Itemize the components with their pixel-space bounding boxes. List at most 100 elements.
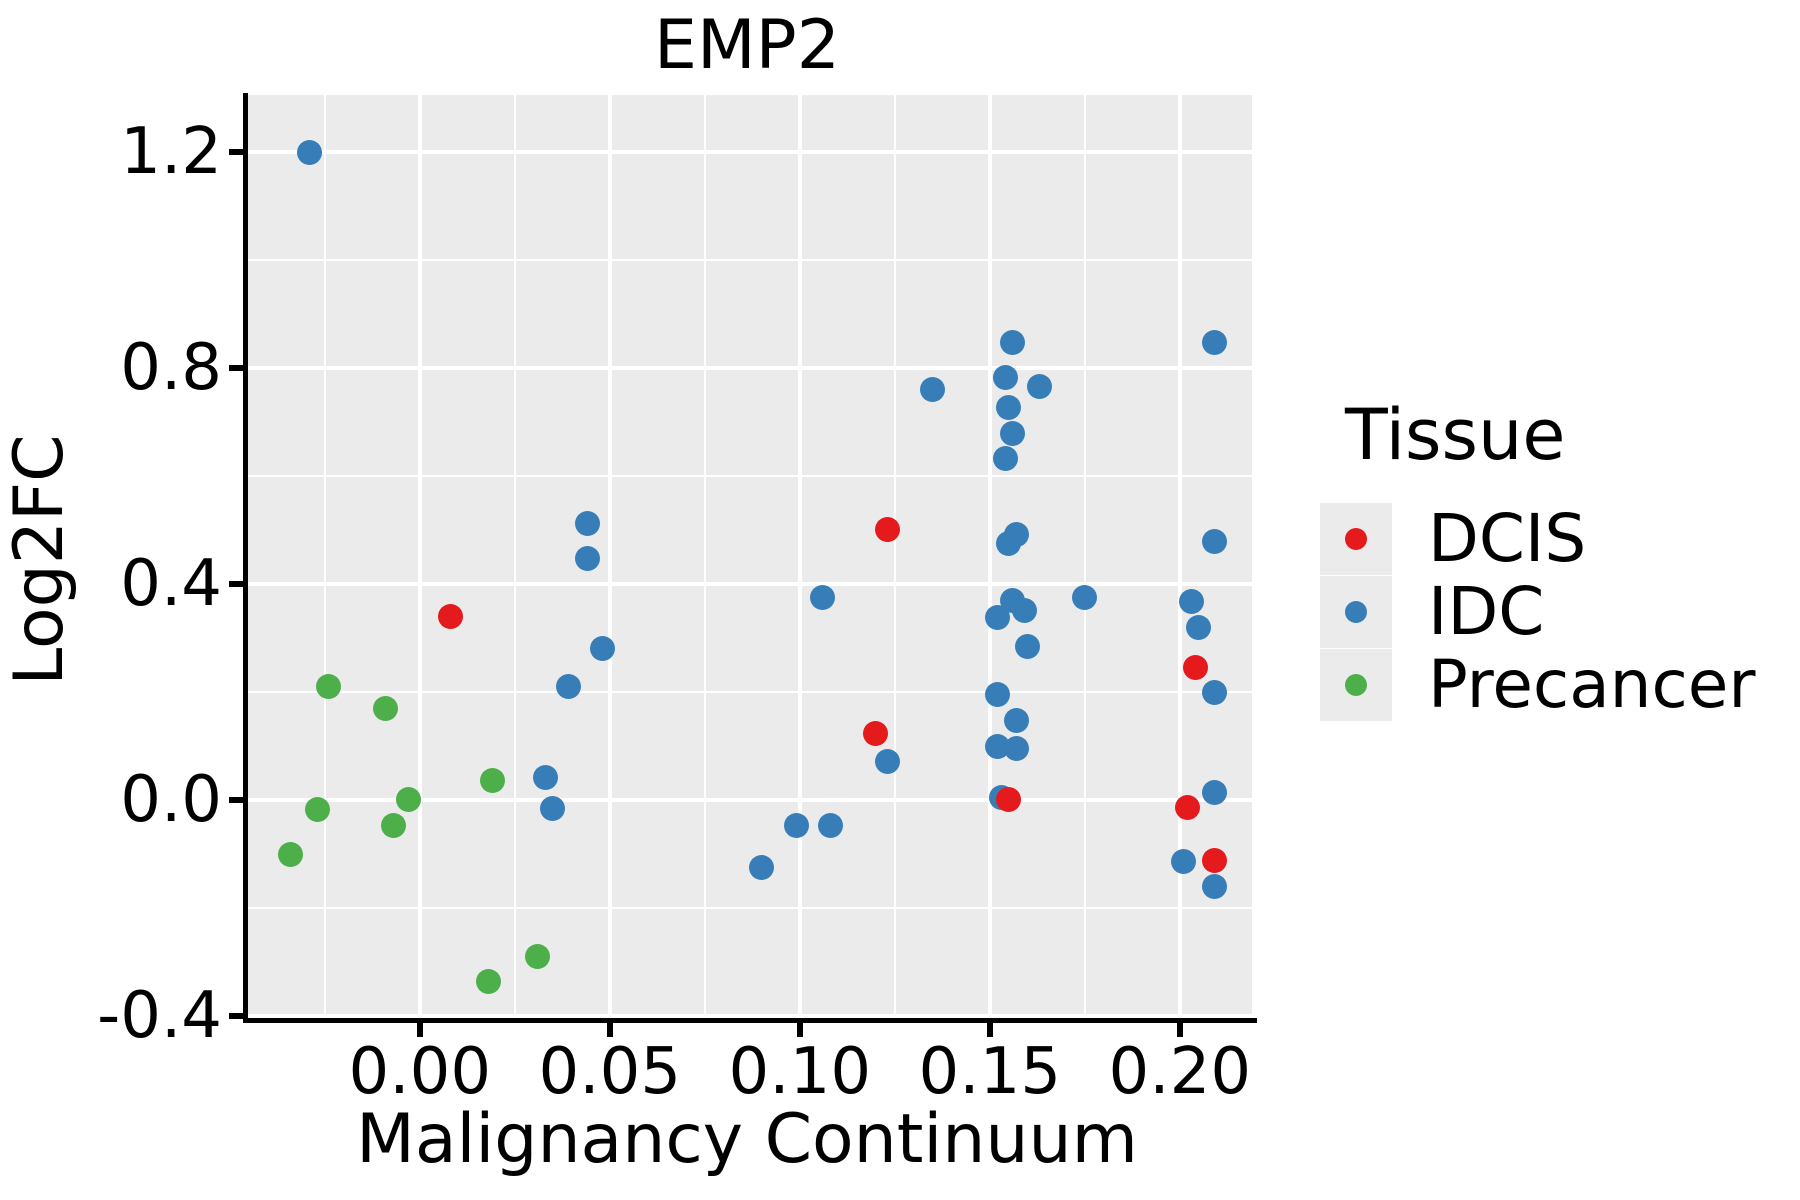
idc-marker-icon	[1345, 601, 1367, 623]
precancer-marker-icon	[1345, 674, 1367, 696]
data-point	[783, 813, 809, 839]
plot-panel	[245, 95, 1252, 1020]
data-point	[479, 768, 505, 794]
data-point	[984, 682, 1010, 708]
gridline-major	[245, 150, 1252, 155]
gridline-minor	[245, 691, 1252, 694]
y-tick-mark	[229, 1013, 243, 1020]
y-tick-mark	[229, 149, 243, 156]
data-point	[1026, 374, 1052, 400]
gridline-minor	[245, 907, 1252, 910]
data-point	[817, 812, 843, 838]
gridline-minor	[703, 95, 706, 1020]
y-tick-label: 1.2	[120, 115, 222, 190]
data-point	[304, 797, 330, 823]
gridline-minor	[1083, 95, 1086, 1020]
x-tick-label: 0.20	[1108, 1035, 1252, 1109]
gridline-major	[607, 95, 612, 1020]
x-tick-mark	[606, 1023, 613, 1037]
gridline-major	[1177, 95, 1182, 1020]
legend-item-dcis: DCIS	[1320, 503, 1790, 575]
data-point	[1174, 794, 1200, 820]
data-point	[278, 841, 304, 867]
data-point	[395, 786, 421, 812]
data-point	[1000, 330, 1026, 356]
data-point	[1015, 633, 1041, 659]
gridline-major	[987, 95, 992, 1020]
y-tick-mark	[229, 797, 243, 804]
data-point	[1186, 614, 1212, 640]
gridline-minor	[323, 95, 326, 1020]
data-point	[1000, 420, 1026, 446]
data-point	[996, 394, 1022, 420]
gridline-major	[797, 95, 802, 1020]
data-point	[316, 674, 342, 700]
gridline-major	[245, 798, 1252, 803]
gridline-minor	[245, 259, 1252, 262]
x-axis-label: Malignancy Continuum	[356, 1100, 1138, 1179]
y-axis-label: Log2FC	[0, 434, 79, 686]
data-point	[1201, 780, 1227, 806]
data-point	[1003, 735, 1029, 761]
data-point	[1171, 849, 1197, 875]
y-tick-label: 0.4	[120, 547, 222, 622]
data-point	[555, 674, 581, 700]
data-point	[373, 695, 399, 721]
data-point	[1178, 589, 1204, 614]
y-axis-line	[243, 93, 248, 1023]
x-tick-mark	[416, 1023, 423, 1037]
data-point	[810, 584, 836, 610]
data-point	[992, 365, 1018, 391]
plot-title: EMP2	[654, 6, 840, 85]
legend-item-label: IDC	[1428, 573, 1545, 650]
y-tick-mark	[229, 365, 243, 372]
data-point	[574, 511, 600, 537]
x-tick-label: 0.10	[728, 1035, 872, 1109]
y-tick-label: 0.0	[120, 763, 222, 838]
data-point	[996, 786, 1022, 812]
legend-title: Tissue	[1345, 394, 1566, 476]
data-point	[1072, 584, 1098, 610]
x-tick-mark	[986, 1023, 993, 1037]
data-point	[532, 765, 558, 791]
legend-item-label: DCIS	[1428, 500, 1587, 577]
data-point	[1003, 521, 1029, 547]
legend-item-precancer: Precancer	[1320, 649, 1790, 721]
x-tick-label: 0.05	[538, 1035, 682, 1109]
data-point	[920, 376, 946, 402]
data-point	[749, 855, 775, 881]
data-point	[589, 635, 615, 661]
legend-key	[1320, 576, 1392, 648]
data-point	[525, 944, 551, 970]
gridline-major	[245, 366, 1252, 371]
gridline-minor	[245, 475, 1252, 478]
data-point	[437, 604, 463, 630]
data-point	[574, 546, 600, 572]
data-point	[1201, 847, 1227, 873]
x-tick-mark	[1176, 1023, 1183, 1037]
y-tick-mark	[229, 581, 243, 588]
gridline-minor	[513, 95, 516, 1020]
data-point	[297, 139, 323, 165]
legend-key	[1320, 649, 1392, 721]
legend-key	[1320, 503, 1392, 575]
x-tick-label: 0.15	[918, 1035, 1062, 1109]
data-point	[1201, 528, 1227, 554]
data-point	[1182, 655, 1208, 681]
x-axis-line	[243, 1018, 1257, 1023]
data-point	[874, 516, 900, 542]
data-point	[992, 446, 1018, 472]
data-point	[874, 748, 900, 774]
dcis-marker-icon	[1345, 528, 1367, 550]
gridline-major	[245, 582, 1252, 587]
data-point	[1201, 330, 1227, 356]
legend-item-label: Precancer	[1428, 646, 1756, 723]
data-point	[540, 795, 566, 821]
data-point	[380, 813, 406, 839]
gridline-major	[245, 1014, 1252, 1019]
y-tick-label: 0.8	[120, 331, 222, 406]
data-point	[863, 721, 889, 747]
x-tick-label: 0.00	[348, 1035, 492, 1109]
data-point	[1201, 679, 1227, 705]
data-point	[475, 968, 501, 994]
